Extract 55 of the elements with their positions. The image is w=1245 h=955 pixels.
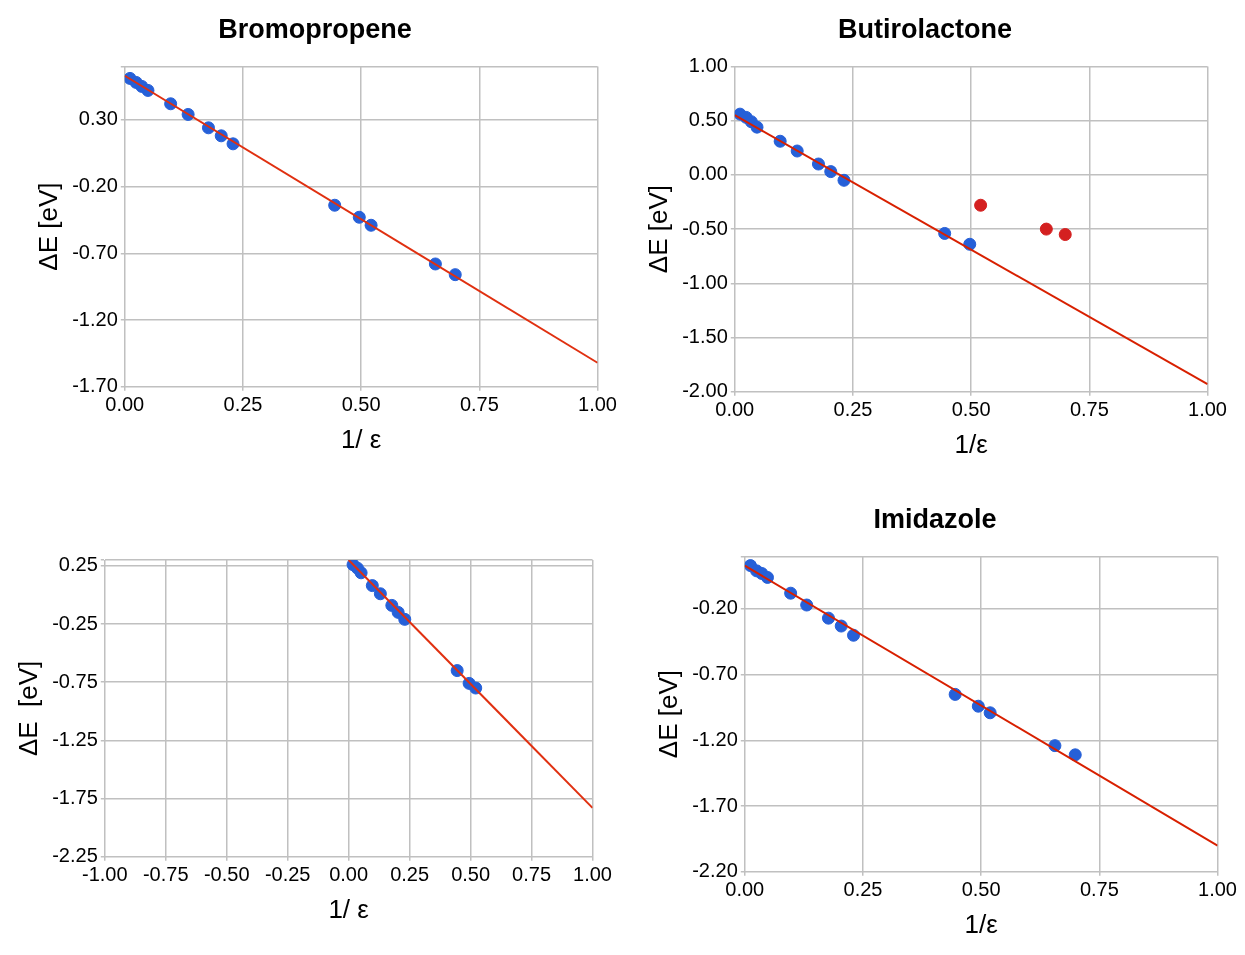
- y-tick-label: -0.70: [72, 240, 118, 263]
- point: [1039, 222, 1053, 236]
- y-tick-label: -1.75: [52, 786, 98, 809]
- chart-title: Bromopropene: [218, 13, 412, 44]
- y-tick-label: 0.50: [688, 108, 728, 131]
- y-tick-label: -2.25: [52, 844, 98, 867]
- y-tick-label: -1.70: [692, 793, 738, 816]
- y-tick-label: -0.25: [52, 611, 98, 634]
- y-tick-label: -1.50: [682, 325, 728, 348]
- x-tick-label: 0.75: [459, 393, 499, 416]
- y-tick-label: -0.20: [692, 596, 738, 619]
- y-tick-label: -0.50: [682, 216, 728, 239]
- y-tick-label: -0.70: [692, 662, 738, 685]
- y-tick-label: 0.00: [688, 162, 728, 185]
- x-tick-label: 0.50: [951, 398, 991, 421]
- y-tick-label: -1.20: [72, 307, 118, 330]
- y-axis-title: ΔE [eV]: [652, 670, 683, 759]
- x-tick-label: 0.50: [341, 393, 381, 416]
- y-tick-label: -0.75: [52, 669, 98, 692]
- x-axis-title: 1/ ε: [340, 423, 382, 454]
- x-tick-label: 0.25: [223, 393, 263, 416]
- x-axis-title: 1/ε: [954, 428, 989, 459]
- x-tick-label: 0.25: [390, 863, 430, 886]
- chart-title: Butirolactone: [837, 13, 1013, 44]
- y-tick-label: 1.00: [688, 53, 728, 76]
- y-axis-title: ΔE [eV]: [642, 185, 673, 274]
- x-tick-label: 0.75: [512, 863, 552, 886]
- x-tick-label: 0.50: [961, 878, 1001, 901]
- y-axis-title: ΔE [eV]: [12, 660, 43, 757]
- x-tick-label: 0.75: [1069, 398, 1109, 421]
- x-axis-title: 1/ε: [964, 908, 999, 939]
- y-tick-label: 0.25: [58, 553, 98, 576]
- x-tick-label: -0.50: [203, 863, 250, 886]
- x-tick-label: 0.50: [451, 863, 491, 886]
- chart-title: Imidazole: [873, 503, 997, 534]
- point: [1058, 228, 1072, 242]
- y-tick-label: 0.30: [78, 107, 118, 130]
- y-tick-label: -0.20: [72, 174, 118, 197]
- x-tick-label: 1.00: [578, 393, 618, 416]
- x-tick-label: -0.25: [264, 863, 311, 886]
- point: [974, 198, 988, 212]
- x-tick-label: 1.00: [573, 863, 613, 886]
- x-tick-label: 1.00: [1198, 878, 1238, 901]
- y-tick-label: -1.00: [682, 270, 728, 293]
- y-axis-title: ΔE [eV]: [32, 182, 63, 271]
- point: [1068, 748, 1082, 762]
- x-tick-label: 0.25: [833, 398, 873, 421]
- x-axis-title: 1/ ε: [328, 893, 370, 924]
- x-tick-label: -0.75: [142, 863, 189, 886]
- y-tick-label: -1.20: [692, 727, 738, 750]
- x-tick-label: 0.25: [843, 878, 883, 901]
- y-tick-label: -1.25: [52, 727, 98, 750]
- x-tick-label: 1.00: [1188, 398, 1228, 421]
- x-tick-label: 0.75: [1079, 878, 1119, 901]
- x-tick-label: 0.00: [329, 863, 369, 886]
